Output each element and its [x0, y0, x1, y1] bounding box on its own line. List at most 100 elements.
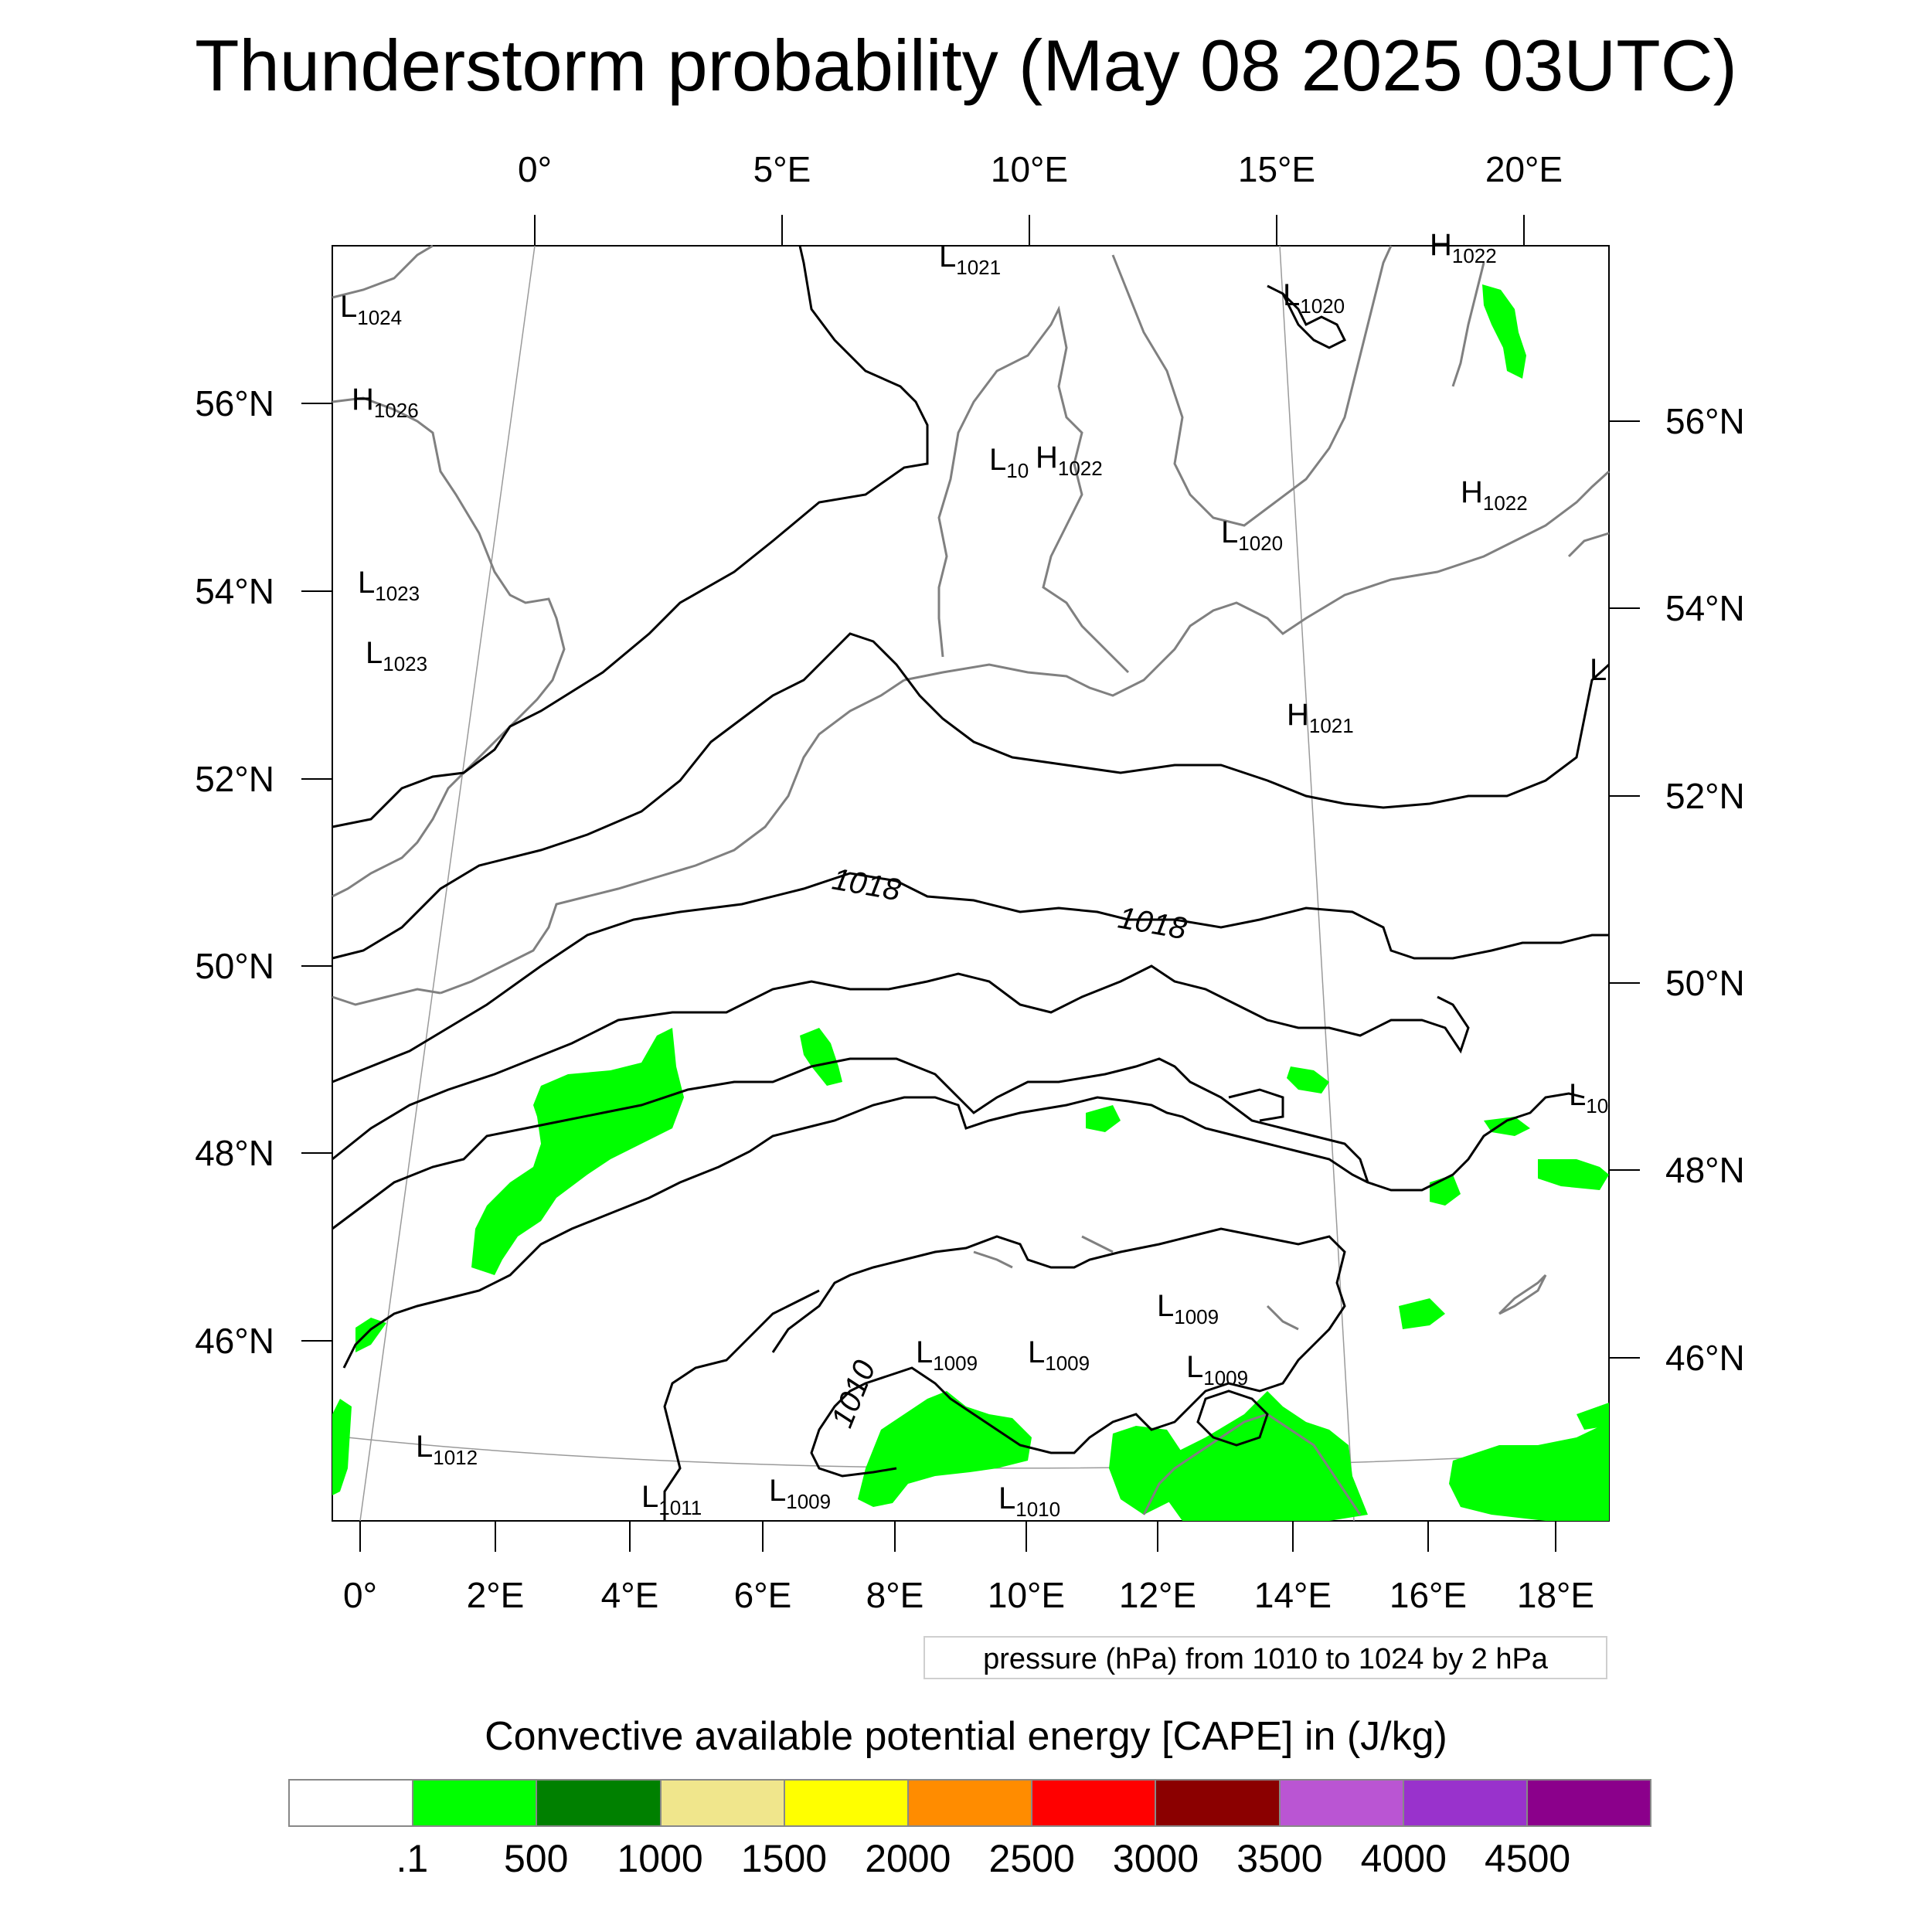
coast-britain	[332, 244, 566, 898]
coast-france	[440, 679, 905, 995]
colorbar-swatch	[1156, 1781, 1281, 1825]
pressure-center-label: H1026	[352, 383, 419, 422]
pressure-center-label: L10	[989, 443, 1029, 482]
colorbar-tick-label: 2000	[865, 1837, 951, 1880]
right-lat-labels: 56°N 54°N 52°N 50°N 48°N 46°N	[1665, 401, 1745, 1378]
chart-title: Thunderstorm probability (May 08 2025 03…	[195, 25, 1737, 106]
left-lat-label: 56°N	[195, 383, 274, 423]
colorbar-title: Convective available potential energy [C…	[485, 1714, 1447, 1759]
pressure-center-label: L10	[1569, 1078, 1608, 1117]
right-lat-label: 50°N	[1665, 963, 1745, 1003]
bottom-lon-label: 4°E	[601, 1575, 659, 1615]
pressure-center-label: L1020	[1283, 278, 1345, 318]
colorbar-swatch	[1527, 1781, 1651, 1825]
pressure-center-label: L1009	[1157, 1289, 1219, 1328]
coast-adriatic	[1142, 1413, 1362, 1515]
top-lon-label: 5°E	[753, 149, 811, 189]
top-lon-label: 15°E	[1238, 149, 1315, 189]
bottom-lon-label: 10°E	[988, 1575, 1065, 1615]
pressure-center-label: L1011	[641, 1480, 702, 1519]
right-lat-label: 46°N	[1665, 1338, 1745, 1378]
pressure-center-label: H1022	[1036, 440, 1103, 480]
top-lon-label: 20°E	[1485, 149, 1563, 189]
pressure-center-label: L1009	[1186, 1350, 1248, 1389]
pressure-center-label: H1022	[1430, 228, 1497, 267]
pressure-center-label: L1023	[366, 636, 427, 675]
bottom-lon-label: 14°E	[1254, 1575, 1332, 1615]
colorbar-tick-label: 4000	[1360, 1837, 1447, 1880]
colorbar-tick-label: 500	[504, 1837, 569, 1880]
cape-area-germany	[800, 1028, 842, 1086]
cape-area-po-valley	[858, 1391, 1032, 1507]
cape-area-czech	[1287, 1066, 1329, 1094]
bottom-lon-label: 6°E	[734, 1575, 792, 1615]
isobar-small-1	[1228, 1088, 1284, 1122]
bottom-lon-label: 12°E	[1119, 1575, 1196, 1615]
cape-area-carpathian	[1484, 1117, 1530, 1136]
map-frame	[332, 245, 1610, 1522]
isobar-6	[342, 1096, 1369, 1369]
colorbar-swatch	[661, 1781, 785, 1825]
colorbar-tick-label: 1000	[617, 1837, 703, 1880]
isobar-small-3	[1196, 1389, 1269, 1447]
isobar-5	[332, 1057, 1585, 1230]
pressure-center-label: L1012	[416, 1430, 478, 1469]
isobar-small-2	[1267, 284, 1347, 349]
bottom-lon-label: 18°E	[1517, 1575, 1594, 1615]
left-lat-label: 50°N	[195, 946, 274, 986]
coastlines	[332, 244, 1611, 1515]
colorbar-tick-label: .1	[396, 1837, 429, 1880]
isobar-1	[332, 245, 929, 828]
colorbar-swatch	[290, 1781, 414, 1825]
cape-area-east-edge	[1577, 1403, 1609, 1430]
colorbar-swatch	[784, 1781, 909, 1825]
cape-area-france	[471, 1028, 684, 1275]
isobar-3	[332, 872, 1609, 1083]
pressure-center-label: L	[1590, 653, 1607, 687]
isobar-4	[332, 964, 1470, 1161]
bottom-lon-label: 2°E	[467, 1575, 525, 1615]
cape-area-baltic	[1482, 284, 1526, 379]
colorbar-tick-label: 3000	[1112, 1837, 1199, 1880]
isobar-alps	[771, 1227, 1346, 1478]
pressure-center-label: L1024	[340, 290, 402, 329]
pressure-center-label: H1022	[1461, 475, 1528, 515]
pressure-center-label: L1021	[939, 240, 1001, 279]
colorbar-swatch	[908, 1781, 1033, 1825]
colorbar-swatch	[537, 1781, 662, 1825]
pressure-center-label: L1020	[1221, 515, 1283, 555]
coast-england-south	[332, 988, 441, 1006]
colorbar-swatch	[413, 1781, 538, 1825]
coast-denmark	[937, 305, 1130, 674]
coast-baltic-east	[1451, 262, 1610, 558]
bottom-lon-label: 0°	[343, 1575, 377, 1615]
axis-ticks	[301, 215, 1640, 1552]
cape-area-balkan	[1449, 1422, 1609, 1521]
right-lat-label: 52°N	[1665, 776, 1745, 816]
colorbar-tick-label: 4500	[1485, 1837, 1571, 1880]
right-lat-label: 56°N	[1665, 401, 1745, 441]
colorbar-tick-label: 2500	[988, 1837, 1075, 1880]
isobars	[332, 245, 1611, 1521]
coast-sweden	[1111, 245, 1393, 527]
pressure-center-label: L1009	[916, 1335, 978, 1375]
colorbar	[288, 1779, 1651, 1827]
cape-area-adriatic	[1109, 1426, 1182, 1515]
pressure-center-label: L1009	[1028, 1335, 1090, 1375]
cape-area-east-belt	[1538, 1159, 1609, 1190]
pressure-center-label: L1009	[769, 1474, 831, 1513]
colorbar-tick-label: 3500	[1236, 1837, 1323, 1880]
left-lat-label: 54°N	[195, 571, 274, 611]
left-lat-labels: 56°N 54°N 52°N 50°N 48°N 46°N	[195, 383, 274, 1361]
colorbar-tick-label: 1500	[740, 1837, 828, 1880]
colorbar-labels: .1 500 1000 1500 2000 2500 3000 3500 4000 4500	[0, 1835, 1932, 1889]
cape-area-south-germany	[1086, 1105, 1121, 1132]
bottom-lon-label: 8°E	[866, 1575, 924, 1615]
bottom-lon-label: 16°E	[1389, 1575, 1467, 1615]
colorbar-swatch	[1403, 1781, 1528, 1825]
pressure-centers: L1021 H1022 L1024 L1020 H1026 L10 H1022 …	[340, 228, 1608, 1521]
pressure-center-label: L1010	[998, 1481, 1060, 1521]
cape-area-slovenia	[1167, 1391, 1368, 1521]
cape-area-hungary	[1399, 1298, 1445, 1329]
